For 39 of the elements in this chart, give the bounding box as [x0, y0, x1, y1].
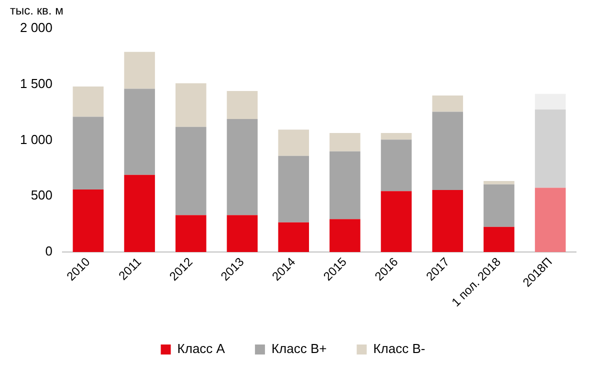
bar — [72, 86, 104, 117]
bar — [124, 88, 155, 175]
bar — [432, 190, 464, 252]
bar — [175, 83, 206, 127]
bar — [330, 132, 360, 152]
bar — [72, 116, 104, 190]
bar — [484, 181, 514, 184]
bar — [534, 188, 566, 252]
bar — [432, 112, 464, 190]
bar — [72, 189, 104, 252]
bar — [278, 222, 309, 252]
bar — [330, 151, 360, 220]
bar — [226, 91, 258, 119]
bar — [380, 191, 412, 252]
y-tick-label: 2 000 — [20, 20, 53, 35]
y-tick-label: 0 — [45, 244, 53, 259]
y-tick-label: 1 000 — [20, 132, 53, 147]
bar — [124, 174, 155, 252]
bar — [278, 156, 309, 222]
bar — [175, 215, 206, 252]
bar — [534, 109, 566, 188]
bar — [432, 96, 464, 112]
bar — [175, 126, 206, 216]
bar — [484, 184, 514, 227]
bar — [534, 94, 566, 110]
bar — [124, 52, 155, 89]
bar — [226, 215, 258, 252]
bar — [484, 226, 514, 252]
legend-label: Класс В+ — [271, 341, 327, 356]
bar — [380, 132, 412, 140]
bar — [278, 130, 309, 156]
y-tick-label: 1 500 — [20, 76, 53, 91]
y-tick-label: 500 — [30, 188, 53, 203]
legend-label: Класс А — [177, 341, 226, 356]
bar — [226, 118, 258, 216]
legend-label: Класс В- — [373, 341, 426, 356]
bar — [330, 219, 360, 252]
bar — [380, 140, 412, 192]
y-axis-title: тыс. кв. м — [10, 4, 64, 18]
